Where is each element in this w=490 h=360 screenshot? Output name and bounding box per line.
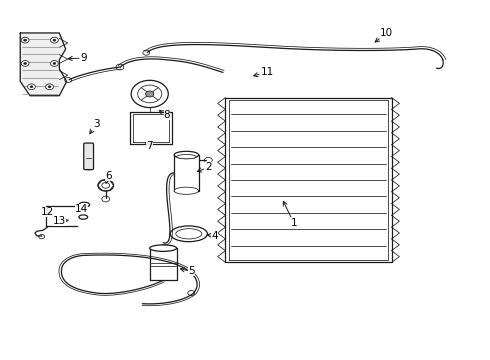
Circle shape bbox=[24, 62, 26, 64]
Circle shape bbox=[50, 37, 58, 43]
Text: 1: 1 bbox=[283, 201, 297, 228]
Circle shape bbox=[131, 80, 168, 108]
Circle shape bbox=[102, 196, 110, 202]
Ellipse shape bbox=[150, 245, 176, 251]
Ellipse shape bbox=[86, 167, 92, 170]
Text: 5: 5 bbox=[180, 266, 195, 276]
Circle shape bbox=[204, 157, 212, 163]
Text: 11: 11 bbox=[254, 67, 273, 77]
Text: 6: 6 bbox=[105, 171, 112, 183]
Text: 4: 4 bbox=[207, 231, 218, 240]
Text: 3: 3 bbox=[90, 120, 99, 134]
Circle shape bbox=[98, 180, 114, 191]
Text: 2: 2 bbox=[197, 162, 212, 172]
Circle shape bbox=[21, 60, 29, 66]
Text: 8: 8 bbox=[159, 111, 170, 121]
Text: 13: 13 bbox=[53, 216, 68, 226]
Circle shape bbox=[146, 91, 154, 97]
Circle shape bbox=[24, 39, 26, 41]
Text: 9: 9 bbox=[68, 53, 87, 63]
Circle shape bbox=[46, 84, 53, 90]
Text: 10: 10 bbox=[375, 28, 393, 42]
Ellipse shape bbox=[174, 151, 198, 158]
Text: 7: 7 bbox=[145, 141, 153, 151]
Circle shape bbox=[50, 60, 58, 66]
Text: 12: 12 bbox=[41, 207, 54, 217]
Text: 14: 14 bbox=[74, 204, 88, 214]
Polygon shape bbox=[20, 33, 67, 96]
Circle shape bbox=[27, 84, 35, 90]
Circle shape bbox=[138, 85, 162, 103]
Circle shape bbox=[30, 86, 33, 88]
Circle shape bbox=[21, 37, 29, 43]
Ellipse shape bbox=[174, 187, 198, 194]
Circle shape bbox=[53, 39, 56, 41]
FancyBboxPatch shape bbox=[84, 143, 94, 170]
Circle shape bbox=[102, 183, 110, 188]
Circle shape bbox=[48, 86, 51, 88]
Ellipse shape bbox=[176, 154, 196, 159]
Circle shape bbox=[53, 62, 56, 64]
